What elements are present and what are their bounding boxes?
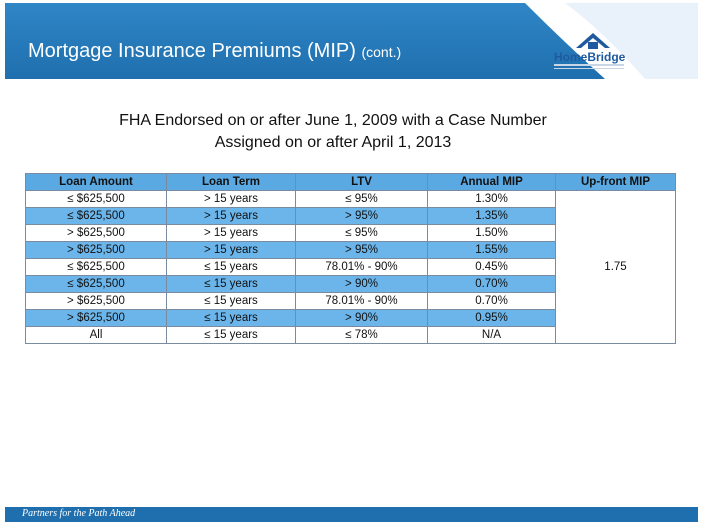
column-header-upfront-mip: Up-front MIP xyxy=(555,173,676,191)
homebridge-logo: HomeBridge xyxy=(538,28,638,76)
loan-amount-cell: > $625,500 xyxy=(25,241,167,259)
table-row: All ≤ 15 years ≤ 78% N/A xyxy=(25,326,676,344)
loan-amount-cell: > $625,500 xyxy=(25,292,167,310)
subtitle-line-2: Assigned on or after April 1, 2013 xyxy=(214,134,452,151)
table-row: > $625,500 ≤ 15 years > 90% 0.95% xyxy=(25,309,676,327)
column-header-loan-amount: Loan Amount xyxy=(25,173,167,191)
loan-amount-cell: ≤ $625,500 xyxy=(25,207,167,225)
column-header-loan-term: Loan Term xyxy=(166,173,296,191)
annual-mip-cell: N/A xyxy=(427,326,556,344)
loan-term-cell: ≤ 15 years xyxy=(166,275,296,293)
column-header-annual-mip: Annual MIP xyxy=(427,173,556,191)
ltv-cell: ≤ 95% xyxy=(295,190,428,208)
loan-term-cell: ≤ 15 years xyxy=(166,326,296,344)
column-header-ltv: LTV xyxy=(295,173,428,191)
footer-bar xyxy=(5,507,698,522)
house-icon xyxy=(554,33,624,69)
mip-table: Loan Amount Loan Term LTV Annual MIP Up-… xyxy=(25,173,676,344)
header-bar xyxy=(5,3,698,79)
footer-tagline: Partners for the Path Ahead xyxy=(22,508,136,519)
ltv-cell: > 95% xyxy=(295,207,428,225)
subtitle-line-1: FHA Endorsed on or after June 1, 2009 wi… xyxy=(119,112,547,129)
annual-mip-cell: 1.30% xyxy=(427,190,556,208)
table-row: ≤ $625,500 > 15 years > 95% 1.35% xyxy=(25,207,676,225)
header-wave-decoration xyxy=(525,3,698,79)
loan-term-cell: > 15 years xyxy=(166,241,296,259)
annual-mip-cell: 1.35% xyxy=(427,207,556,225)
table-header-row: Loan Amount Loan Term LTV Annual MIP Up-… xyxy=(25,173,676,191)
annual-mip-cell: 0.70% xyxy=(427,292,556,310)
loan-amount-cell: ≤ $625,500 xyxy=(25,190,167,208)
loan-amount-cell: > $625,500 xyxy=(25,309,167,327)
loan-amount-cell: > $625,500 xyxy=(25,224,167,242)
annual-mip-cell: 0.95% xyxy=(427,309,556,327)
loan-term-cell: ≤ 15 years xyxy=(166,258,296,276)
table-row: ≤ $625,500 > 15 years ≤ 95% 1.30% 1.75 xyxy=(25,190,676,344)
ltv-cell: 78.01% - 90% xyxy=(295,258,428,276)
page-title-suffix: (cont.) xyxy=(361,44,402,60)
annual-mip-cell: 0.70% xyxy=(427,275,556,293)
annual-mip-cell: 1.50% xyxy=(427,224,556,242)
table-row: > $625,500 ≤ 15 years 78.01% - 90% 0.70% xyxy=(25,292,676,310)
ltv-cell: > 90% xyxy=(295,275,428,293)
page-title-text: Mortgage Insurance Premiums (MIP) xyxy=(28,40,356,62)
page-title: Mortgage Insurance Premiums (MIP) (cont.… xyxy=(28,40,401,63)
table-row: > $625,500 > 15 years > 95% 1.55% xyxy=(25,241,676,259)
loan-term-cell: > 15 years xyxy=(166,190,296,208)
loan-amount-cell: ≤ $625,500 xyxy=(25,275,167,293)
loan-term-cell: > 15 years xyxy=(166,224,296,242)
loan-amount-cell: ≤ $625,500 xyxy=(25,258,167,276)
subtitle: FHA Endorsed on or after June 1, 2009 wi… xyxy=(60,110,606,154)
loan-amount-cell: All xyxy=(25,326,167,344)
ltv-cell: > 95% xyxy=(295,241,428,259)
table-row: > $625,500 > 15 years ≤ 95% 1.50% xyxy=(25,224,676,242)
upfront-mip-cell: 1.75 xyxy=(555,190,676,344)
table-row: ≤ $625,500 ≤ 15 years > 90% 0.70% xyxy=(25,275,676,293)
loan-term-cell: ≤ 15 years xyxy=(166,309,296,327)
logo-text: HomeBridge xyxy=(554,50,626,64)
annual-mip-cell: 0.45% xyxy=(427,258,556,276)
ltv-cell: 78.01% - 90% xyxy=(295,292,428,310)
loan-term-cell: > 15 years xyxy=(166,207,296,225)
ltv-cell: > 90% xyxy=(295,309,428,327)
loan-term-cell: ≤ 15 years xyxy=(166,292,296,310)
ltv-cell: ≤ 78% xyxy=(295,326,428,344)
ltv-cell: ≤ 95% xyxy=(295,224,428,242)
table-row: ≤ $625,500 ≤ 15 years 78.01% - 90% 0.45% xyxy=(25,258,676,276)
annual-mip-cell: 1.55% xyxy=(427,241,556,259)
